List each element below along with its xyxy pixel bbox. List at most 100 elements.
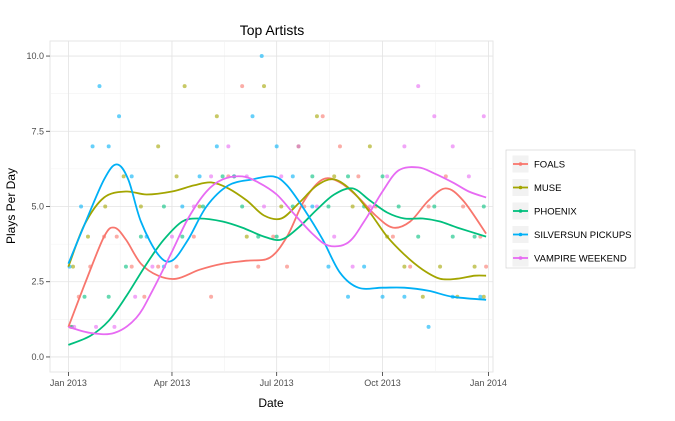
data-point <box>226 144 231 149</box>
data-point <box>182 84 187 89</box>
data-point <box>310 204 315 209</box>
x-tick-label: Jan 2013 <box>50 378 87 388</box>
data-point <box>310 174 315 179</box>
legend-key-point <box>518 185 523 190</box>
data-point <box>142 294 147 299</box>
data-point <box>402 294 407 299</box>
data-point <box>106 294 111 299</box>
data-point <box>259 54 264 59</box>
data-point <box>416 234 421 239</box>
data-point <box>390 234 395 239</box>
x-tick-label: Jul 2013 <box>260 378 294 388</box>
data-point <box>279 174 284 179</box>
data-point <box>244 234 249 239</box>
data-point <box>174 174 179 179</box>
data-point <box>432 204 437 209</box>
data-point <box>214 114 219 119</box>
major-gridlines <box>50 41 493 372</box>
data-point <box>97 84 102 89</box>
data-point <box>472 264 477 269</box>
data-point <box>114 234 119 239</box>
legend-label: SILVERSUN PICKUPS <box>534 230 632 241</box>
data-point <box>332 234 337 239</box>
data-point <box>472 234 477 239</box>
data-point <box>450 234 455 239</box>
trend-line <box>67 178 487 281</box>
data-point <box>438 264 443 269</box>
data-point <box>106 144 111 149</box>
legend-key-point <box>518 256 523 260</box>
data-point <box>209 174 214 179</box>
data-point <box>129 264 134 269</box>
data-point <box>220 174 225 179</box>
data-point <box>133 294 138 299</box>
data-point <box>380 174 385 179</box>
data-point <box>103 204 108 209</box>
legend-label: FOALS <box>534 160 565 171</box>
data-point <box>197 174 202 179</box>
data-point <box>150 264 155 269</box>
y-tick-label: 0.0 <box>31 352 44 362</box>
data-point <box>274 144 279 149</box>
data-point <box>337 144 342 149</box>
data-point <box>197 204 202 209</box>
data-point <box>426 204 431 209</box>
data-point <box>240 84 245 89</box>
trend-line <box>68 187 487 346</box>
data-point <box>296 144 301 149</box>
data-point <box>85 234 90 239</box>
data-point <box>90 144 95 149</box>
data-point <box>402 144 407 149</box>
data-point <box>350 204 355 209</box>
data-point <box>416 84 421 89</box>
data-point <box>481 294 486 299</box>
x-tick-label: Oct 2013 <box>364 378 401 388</box>
data-point <box>138 234 143 239</box>
data-point <box>201 204 206 209</box>
legend-key-point <box>518 162 523 166</box>
data-point <box>82 294 87 299</box>
x-axis-ticks: Jan 2013 Apr 2013 Jul 2013 Oct 2013 Jan 2014 <box>50 372 507 388</box>
data-point <box>408 264 413 269</box>
trend-lines <box>67 163 487 346</box>
x-axis-title: Date <box>258 396 284 410</box>
data-point <box>279 204 284 209</box>
data-point <box>362 264 367 269</box>
legend: FOALS MUSE PHOENIX SILVERSUN PICKUPS VAMPIRE… <box>505 149 636 269</box>
legend-key-point <box>518 209 523 213</box>
data-point <box>156 144 161 149</box>
data-point <box>326 264 331 269</box>
data-point <box>71 264 76 269</box>
y-tick-label: 2.5 <box>31 277 44 287</box>
data-point <box>94 324 99 329</box>
data-point <box>346 294 351 299</box>
data-point <box>209 294 214 299</box>
data-point <box>466 174 471 179</box>
trend-line <box>67 177 487 328</box>
data-point <box>262 204 267 209</box>
data-point <box>385 174 390 179</box>
data-point <box>320 114 325 119</box>
data-point <box>262 84 267 89</box>
data-point <box>367 144 372 149</box>
data-point <box>420 294 425 299</box>
data-point <box>112 324 117 329</box>
data-point <box>461 204 466 209</box>
data-point <box>271 234 276 239</box>
data-point <box>432 114 437 119</box>
y-axis-ticks: 0.0 2.5 5.0 7.5 10.0 <box>26 51 50 362</box>
data-point <box>350 264 355 269</box>
data-point <box>191 234 196 239</box>
data-point <box>79 204 84 209</box>
data-point <box>117 114 122 119</box>
data-point <box>240 204 245 209</box>
data-point <box>396 204 401 209</box>
data-point <box>169 234 174 239</box>
data-point <box>481 204 486 209</box>
data-point <box>250 114 255 119</box>
data-point <box>274 234 279 239</box>
data-point <box>174 264 179 269</box>
data-point <box>285 264 290 269</box>
data-point <box>138 204 143 209</box>
